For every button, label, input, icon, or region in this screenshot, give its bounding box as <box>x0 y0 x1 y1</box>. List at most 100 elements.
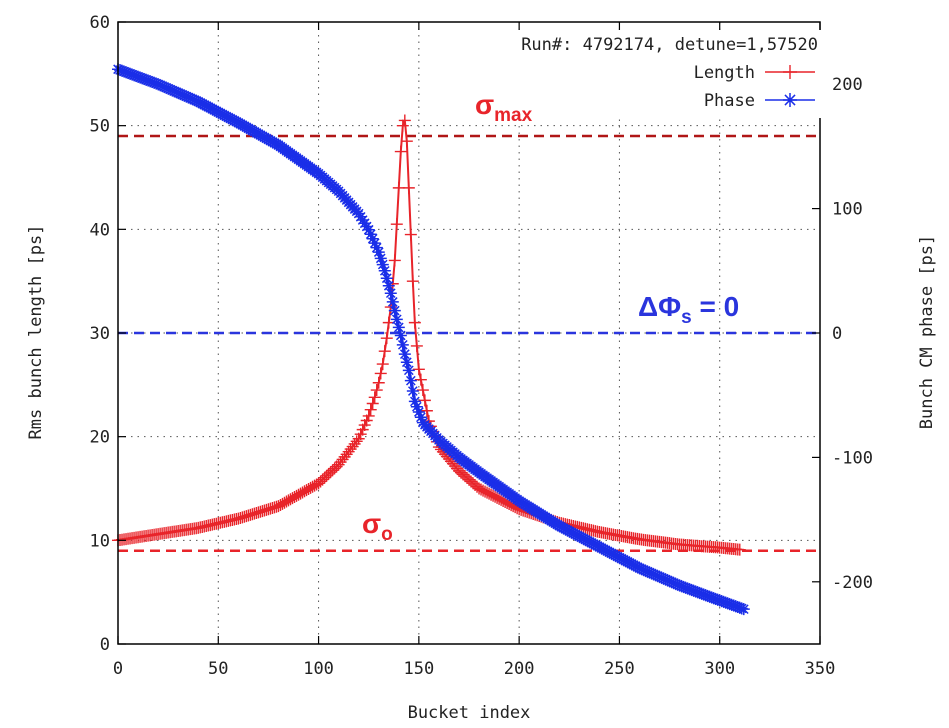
y2-tick-label: -200 <box>832 573 873 593</box>
data-point-length <box>402 181 415 194</box>
y-tick-label: 0 <box>100 635 110 655</box>
x-axis-label: Bucket index <box>408 703 531 723</box>
data-point-phase <box>166 84 179 97</box>
data-point-phase <box>154 79 167 92</box>
y-tick-label: 40 <box>90 220 110 240</box>
data-point-length <box>400 135 413 148</box>
legend: Run#: 4792174, detune=1,57520 Length Pha… <box>428 30 823 118</box>
data-point-phase <box>390 313 403 326</box>
data-point-length <box>394 145 407 158</box>
data-point-phase <box>174 87 187 100</box>
data-point-phase <box>639 564 652 577</box>
reference-label-suffix: = 0 <box>692 291 739 322</box>
data-point-length <box>350 435 363 448</box>
data-point-phase <box>671 578 684 591</box>
reference-label-subscript: max <box>494 105 532 126</box>
x-tick-label: 100 <box>303 659 334 679</box>
data-point-phase <box>408 395 421 408</box>
data-point-phase <box>156 79 169 92</box>
reference-label-subscript: s <box>681 307 692 328</box>
reference-lines <box>118 134 820 552</box>
data-point-length <box>404 228 417 241</box>
data-point-length <box>380 332 393 345</box>
reference-label-main: ΔΦ <box>638 291 681 322</box>
data-point-phase <box>354 210 367 223</box>
data-point-phase <box>180 90 193 103</box>
data-point-phase <box>388 304 401 317</box>
data-point-phase <box>402 364 415 377</box>
data-point-phase <box>663 575 676 588</box>
data-point-phase <box>170 86 183 99</box>
data-point-length <box>372 376 385 389</box>
data-point-length <box>410 339 423 352</box>
data-point-phase <box>356 214 369 227</box>
data-point-phase <box>362 223 375 236</box>
legend-header: Run#: 4792174, detune=1,57520 <box>521 35 818 55</box>
data-point-phase <box>635 562 648 575</box>
reference-label-main: σ <box>362 508 381 539</box>
data-point-phase <box>366 232 379 245</box>
data-point-phase <box>661 574 674 587</box>
y-tick-label: 60 <box>90 13 110 33</box>
data-point-phase <box>657 572 670 585</box>
legend-sample-length <box>765 65 815 79</box>
data-point-phase <box>637 563 650 576</box>
data-point-phase <box>641 565 654 578</box>
x-tick-label: 50 <box>208 659 228 679</box>
data-point-length <box>368 391 381 404</box>
data-point-phase <box>364 228 377 241</box>
data-point-phase <box>394 329 407 342</box>
y-tick-label: 30 <box>90 324 110 344</box>
data-point-phase <box>376 258 389 271</box>
data-point-phase <box>374 252 387 265</box>
y-tick-label: 50 <box>90 117 110 137</box>
data-point-length <box>420 404 433 417</box>
legend-label-length: Length <box>694 63 755 83</box>
series-line-length <box>117 120 740 551</box>
legend-marker-length <box>783 65 797 79</box>
data-point-length <box>408 316 421 329</box>
data-point-phase <box>414 411 427 424</box>
data-point-phase <box>352 207 365 220</box>
data-point-phase <box>400 356 413 369</box>
data-point-phase <box>669 577 682 590</box>
legend-marker-phase <box>783 93 797 107</box>
data-point-length <box>396 119 409 132</box>
x-tick-label: 150 <box>403 659 434 679</box>
data-point-phase <box>647 568 660 581</box>
y2-axis-label: Bunch CM phase [ps] <box>917 235 937 429</box>
data-point-phase <box>162 82 175 95</box>
data-point-phase <box>182 91 195 104</box>
data-point-phase <box>392 321 405 334</box>
data-point-phase <box>360 220 373 233</box>
data-point-length <box>414 373 427 386</box>
data-point-length <box>388 254 401 267</box>
data-point-phase <box>368 237 381 250</box>
data-point-length <box>392 181 405 194</box>
x-tick-label: 250 <box>604 659 635 679</box>
y2-tick-label: 0 <box>832 324 842 344</box>
x-tick-label: 0 <box>113 659 123 679</box>
data-point-phase <box>737 603 750 616</box>
data-point-phase <box>168 85 181 98</box>
data-point-phase <box>643 566 656 579</box>
y-tick-label: 20 <box>90 428 110 448</box>
data-point-phase <box>178 89 191 102</box>
data-point-phase <box>184 92 197 105</box>
data-point-phase <box>655 571 668 584</box>
data-point-phase <box>370 241 383 254</box>
data-point-length <box>416 384 429 397</box>
y-tick-label: 10 <box>90 531 110 551</box>
data-point-length <box>370 384 383 397</box>
x-tick-label: 200 <box>504 659 535 679</box>
reference-label-main: σ <box>475 89 494 120</box>
data-point-phase <box>372 246 385 259</box>
data-point-phase <box>404 374 417 387</box>
y2-tick-label: 200 <box>832 75 863 95</box>
data-point-length <box>374 367 387 380</box>
data-point-length <box>398 114 411 127</box>
x-tick-label: 350 <box>805 659 836 679</box>
data-point-phase <box>382 279 395 292</box>
data-point-phase <box>384 287 397 300</box>
legend-sample-phase <box>765 93 815 107</box>
